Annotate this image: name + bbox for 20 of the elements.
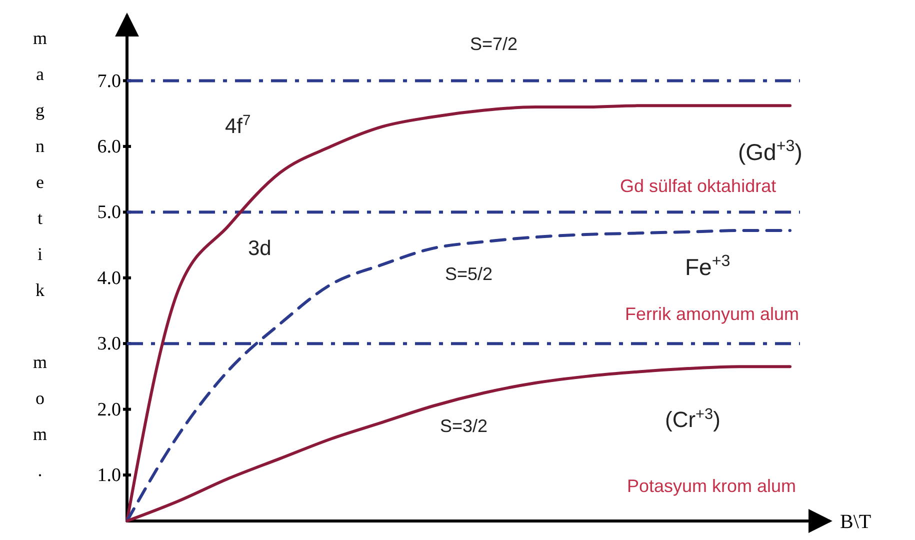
y-tick-label: 3.0: [97, 334, 121, 355]
y-tick-label: 7.0: [97, 70, 121, 92]
y-tick-label: 6.0: [97, 136, 121, 158]
annotation: S=5/2: [445, 264, 493, 284]
annotation: 4f$^{7}$: [225, 113, 251, 138]
x-axis-title: B\T: [840, 511, 872, 533]
annotation: S=3/2: [440, 416, 488, 436]
annotation: (Cr$^{+3}$): [665, 406, 720, 432]
annotation: Potasyum krom alum: [627, 476, 796, 496]
annotation: S=7/2: [470, 34, 518, 54]
annotation: Ferrik amonyum alum: [625, 304, 800, 324]
annotation: 3d: [248, 237, 272, 260]
annotation: Fe$^{+3}$: [685, 252, 730, 280]
y-tick-label: 1.0: [97, 465, 121, 486]
y-tick-label: 5.0: [97, 202, 121, 224]
y-tick-label: 2.0: [97, 399, 121, 420]
y-axis-title: magnetik mom.: [30, 28, 50, 496]
annotation: Gd sülfat oktahidrat: [620, 176, 776, 196]
annotation: (Gd$^{+3}$): [738, 137, 802, 165]
y-tick-label: 4.0: [97, 268, 121, 289]
